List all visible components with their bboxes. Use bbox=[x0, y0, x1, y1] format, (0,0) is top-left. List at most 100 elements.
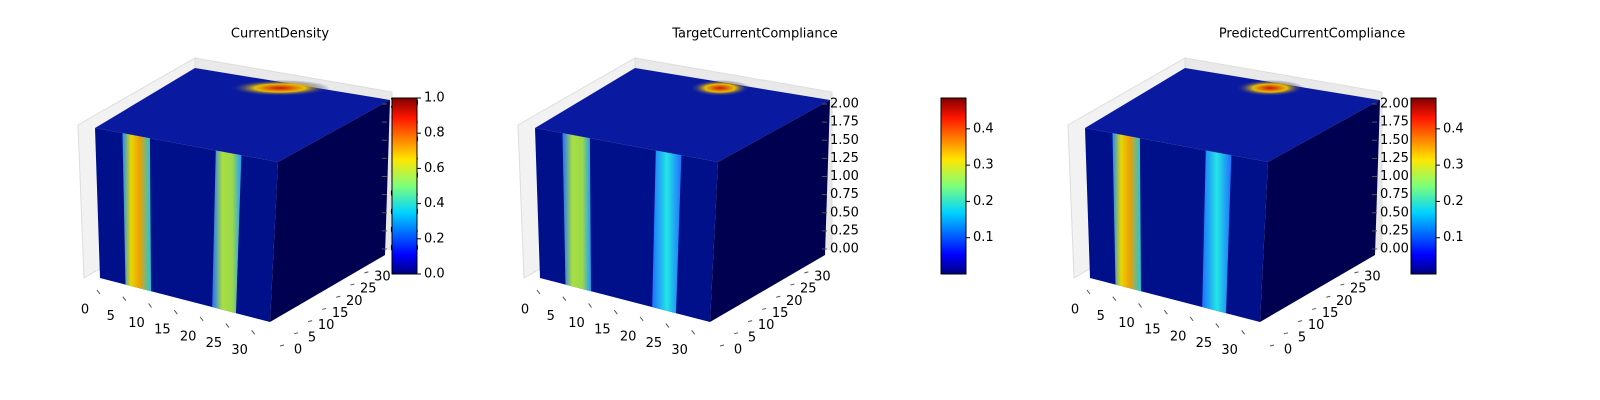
x-tick bbox=[1163, 309, 1168, 315]
x-tick-label: 20 bbox=[180, 329, 197, 344]
y-tick-label: 20 bbox=[786, 294, 803, 309]
y-tick bbox=[776, 295, 781, 298]
stripe bbox=[562, 133, 591, 292]
y-tick-label: 25 bbox=[800, 282, 817, 297]
y-tick-label: 0 bbox=[734, 343, 742, 358]
y-tick bbox=[1312, 307, 1317, 310]
y-tick-label: 10 bbox=[318, 318, 335, 333]
y-tick-label: 20 bbox=[346, 294, 363, 309]
z-tick-label: 0.25 bbox=[830, 223, 859, 238]
y-tick bbox=[279, 344, 285, 347]
stripe bbox=[1202, 150, 1232, 314]
y-tick-label: 5 bbox=[1298, 330, 1306, 345]
hotspot bbox=[230, 80, 330, 96]
x-tick-label: 25 bbox=[646, 336, 663, 351]
chart-title: CurrentDensity bbox=[231, 27, 330, 42]
x-tick-label: 25 bbox=[1196, 336, 1213, 351]
colorbar-tick-label: 0.1 bbox=[1443, 230, 1464, 245]
y-tick bbox=[293, 332, 299, 335]
z-tick-label: 2.00 bbox=[1380, 97, 1409, 112]
y-tick bbox=[733, 332, 739, 335]
y-tick-label: 0 bbox=[294, 343, 302, 358]
x-tick-label: 20 bbox=[620, 329, 637, 344]
cube-top bbox=[1085, 68, 1380, 162]
z-tick-label: 0.00 bbox=[830, 242, 859, 257]
x-tick bbox=[562, 296, 567, 302]
x-tick bbox=[173, 309, 178, 315]
colorbar-tick-label: 0.4 bbox=[1443, 121, 1464, 136]
y-tick bbox=[790, 283, 795, 286]
colorbar-tick-label: 1.0 bbox=[424, 91, 445, 106]
z-tick-label: 1.75 bbox=[1380, 115, 1409, 130]
x-tick bbox=[588, 303, 592, 308]
y-tick-label: 20 bbox=[1336, 294, 1353, 309]
x-tick bbox=[536, 289, 541, 295]
y-tick-label: 15 bbox=[332, 306, 349, 321]
x-tick bbox=[251, 330, 256, 335]
y-tick bbox=[1354, 271, 1359, 274]
x-tick-label: 10 bbox=[128, 316, 145, 331]
chart-title: PredictedCurrentCompliance bbox=[1219, 27, 1405, 42]
x-tick-label: 15 bbox=[1144, 323, 1161, 338]
stripe bbox=[212, 150, 242, 314]
y-tick-label: 0 bbox=[1284, 343, 1292, 358]
colorbar-tick-label: 0.6 bbox=[424, 161, 445, 176]
y-tick-label: 30 bbox=[374, 269, 391, 284]
y-tick bbox=[322, 307, 327, 310]
x-tick-label: 30 bbox=[671, 343, 688, 358]
z-tick-label: 1.00 bbox=[1380, 169, 1409, 184]
colorbar-tick-label: 0.0 bbox=[424, 267, 445, 282]
y-tick-label: 15 bbox=[1322, 306, 1339, 321]
cube-right bbox=[1260, 100, 1380, 322]
y-tick bbox=[308, 320, 313, 323]
colorbar-tick-label: 0.1 bbox=[973, 230, 994, 245]
x-tick bbox=[96, 289, 101, 295]
y-tick bbox=[762, 307, 767, 310]
y-tick bbox=[1283, 332, 1289, 335]
x-tick bbox=[1112, 296, 1117, 302]
z-tick-label: 0.75 bbox=[830, 187, 859, 202]
z-tick-label: 0.50 bbox=[1380, 205, 1409, 220]
y-tick-label: 15 bbox=[772, 306, 789, 321]
cube-left bbox=[535, 128, 718, 322]
y-tick bbox=[336, 295, 341, 298]
x-tick bbox=[613, 309, 618, 315]
x-tick-label: 30 bbox=[231, 343, 248, 358]
hotspot bbox=[1236, 80, 1304, 96]
stripe bbox=[1112, 133, 1141, 292]
x-tick bbox=[199, 316, 204, 322]
cube-right bbox=[710, 100, 830, 322]
x-tick bbox=[148, 303, 152, 308]
x-tick bbox=[1189, 316, 1194, 322]
colorbar-tick-label: 0.8 bbox=[424, 126, 445, 141]
cube-left bbox=[95, 128, 278, 322]
x-tick-label: 5 bbox=[1097, 309, 1105, 324]
x-tick bbox=[122, 296, 127, 302]
z-tick-label: 0.00 bbox=[1380, 242, 1409, 257]
z-tick-label: 0.25 bbox=[1380, 223, 1409, 238]
y-tick-label: 5 bbox=[748, 330, 756, 345]
y-tick bbox=[719, 344, 725, 347]
colorbar bbox=[391, 97, 418, 275]
x-tick-label: 5 bbox=[547, 309, 555, 324]
x-tick bbox=[691, 330, 696, 335]
x-tick bbox=[1138, 303, 1142, 308]
z-tick-label: 1.75 bbox=[830, 115, 859, 130]
y-tick-label: 10 bbox=[1308, 318, 1325, 333]
cube-right bbox=[270, 100, 390, 322]
x-tick-label: 0 bbox=[1071, 303, 1079, 318]
cube-top bbox=[535, 68, 830, 162]
colorbar bbox=[1410, 97, 1437, 275]
x-tick-label: 0 bbox=[521, 303, 529, 318]
colorbar-tick-label: 0.3 bbox=[1443, 158, 1464, 173]
colorbar-tick-label: 0.3 bbox=[973, 158, 994, 173]
z-tick-label: 2.00 bbox=[830, 97, 859, 112]
y-tick-label: 30 bbox=[814, 269, 831, 284]
colorbar-tick-label: 0.4 bbox=[973, 121, 994, 136]
y-tick-label: 5 bbox=[308, 330, 316, 345]
chart-title: TargetCurrentCompliance bbox=[671, 27, 838, 42]
stripe bbox=[122, 133, 151, 292]
y-tick bbox=[1340, 283, 1345, 286]
z-tick-label: 1.25 bbox=[1380, 151, 1409, 166]
